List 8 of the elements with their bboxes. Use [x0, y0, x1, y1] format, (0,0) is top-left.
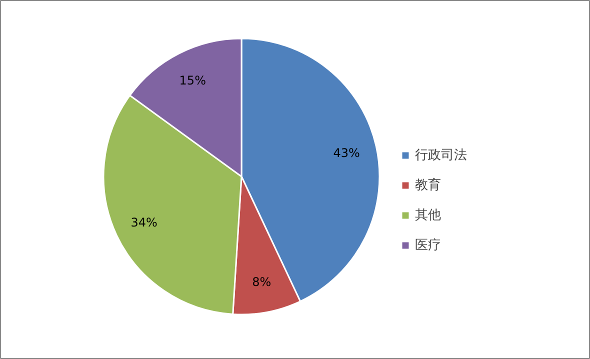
- legend-label: 医疗: [415, 237, 441, 254]
- data-label: 15%: [179, 74, 206, 88]
- data-label: 43%: [333, 146, 360, 160]
- legend-label: 行政司法: [415, 147, 467, 164]
- legend-label: 教育: [415, 176, 441, 194]
- data-label: 8%: [252, 275, 272, 290]
- legend-label: 其他: [415, 207, 441, 224]
- data-label: 34%: [130, 215, 158, 230]
